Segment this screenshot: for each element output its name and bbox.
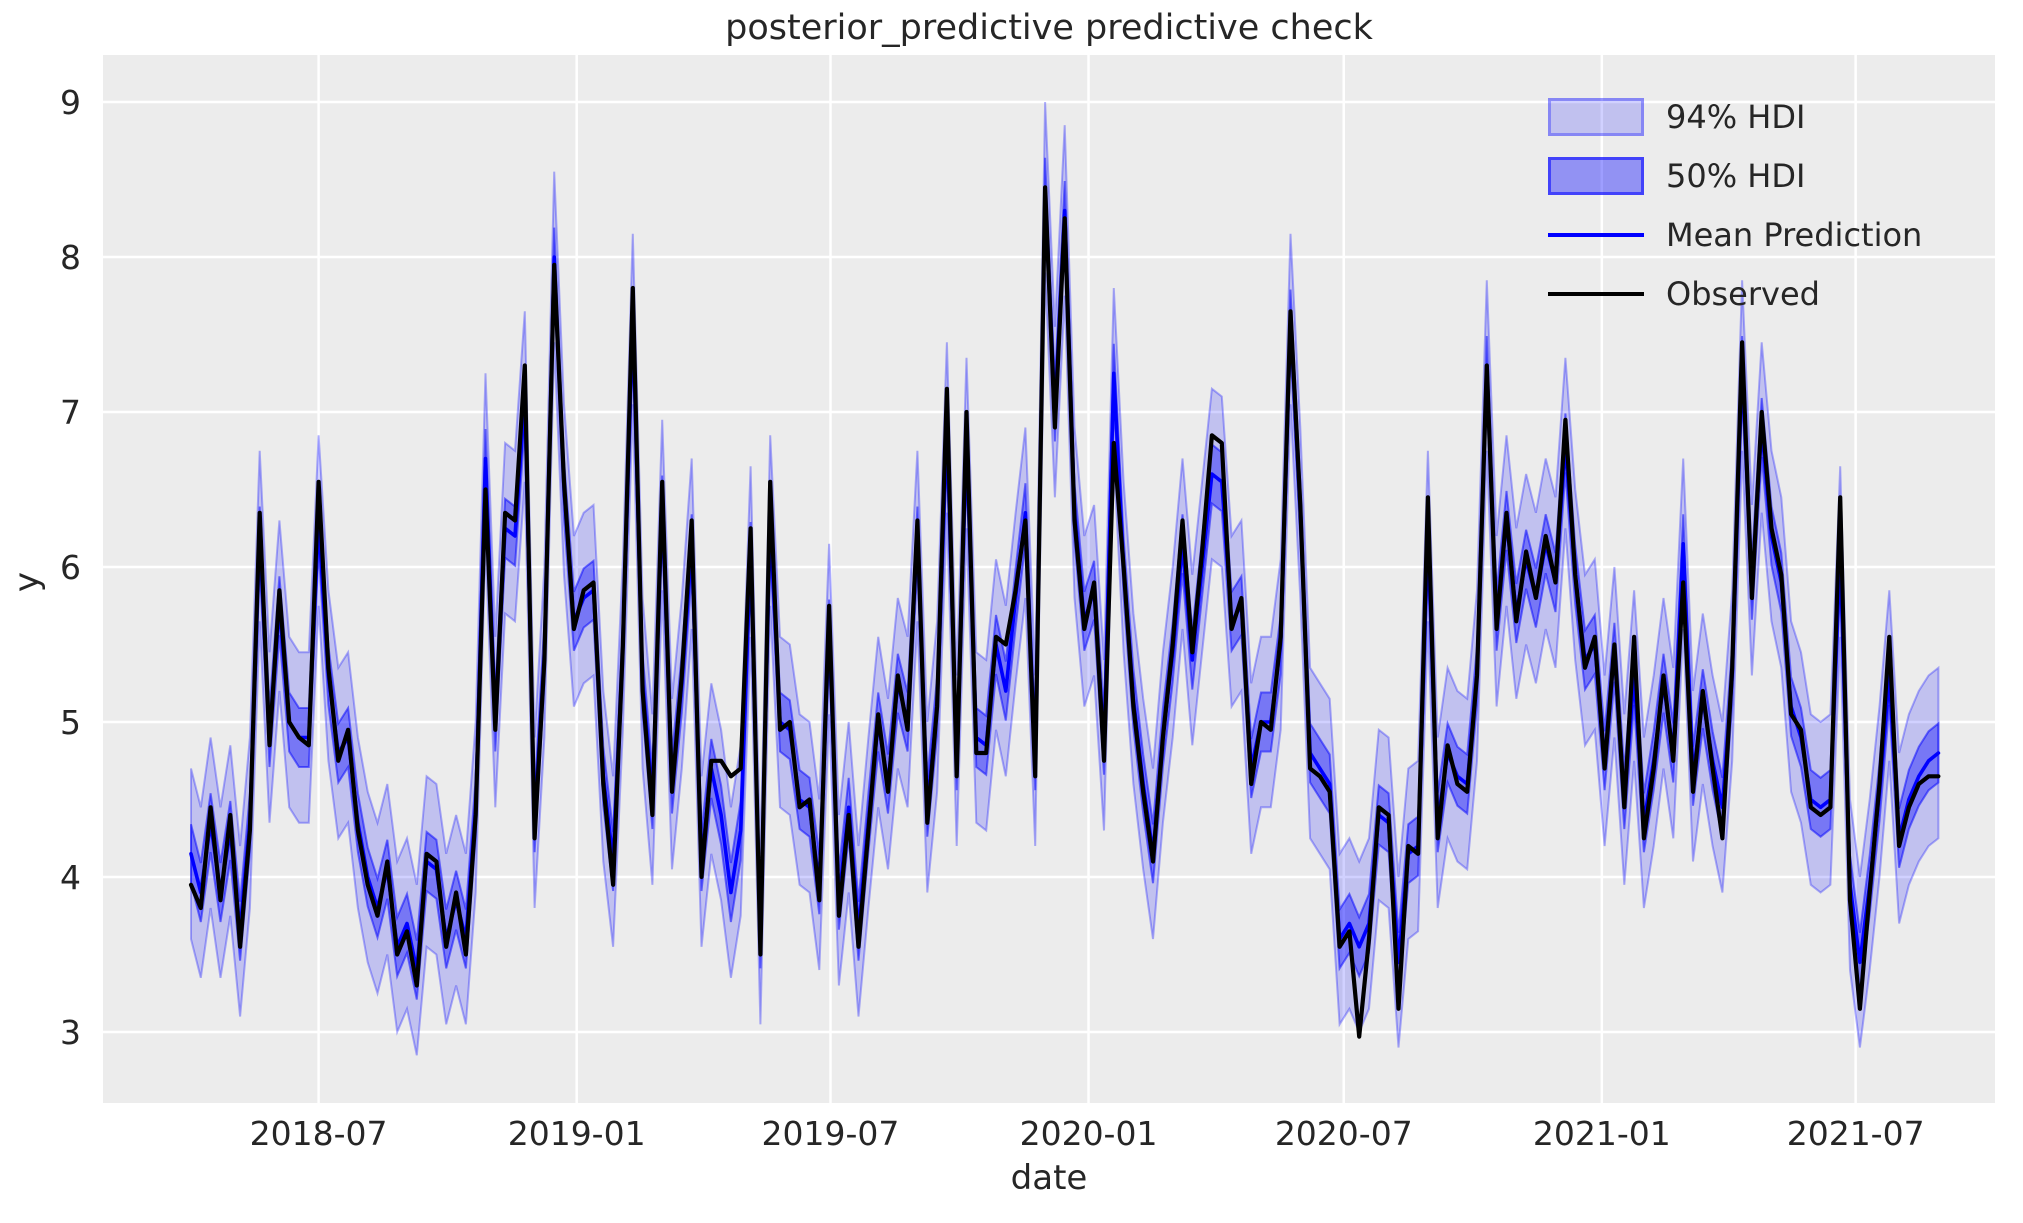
y-axis-label: y xyxy=(7,571,47,593)
y-tick-label: 5 xyxy=(60,703,81,742)
x-tick-label: 2019-07 xyxy=(762,1114,900,1153)
y-tick-label: 6 xyxy=(60,548,81,587)
legend-label-mean: Mean Prediction xyxy=(1666,216,1923,254)
x-tick-label: 2019-01 xyxy=(508,1114,646,1153)
legend-entry-hdi50: 50% HDI xyxy=(1548,155,1922,197)
y-tick-label: 8 xyxy=(60,238,81,277)
hdi50-swatch-icon xyxy=(1548,157,1644,195)
mean-line-sample-icon xyxy=(1548,233,1644,237)
x-tick-label: 2021-07 xyxy=(1787,1114,1925,1153)
hdi94-band xyxy=(190,101,1940,1056)
legend-label-hdi94: 94% HDI xyxy=(1666,98,1806,136)
x-tick-label: 2018-07 xyxy=(250,1114,388,1153)
legend-entry-hdi94: 94% HDI xyxy=(1548,96,1922,138)
observed-line xyxy=(188,185,1941,1039)
x-tick-label: 2021-01 xyxy=(1533,1114,1671,1153)
x-tick-label: 2020-01 xyxy=(1020,1114,1158,1153)
legend-entry-observed: Observed xyxy=(1548,273,1922,315)
x-tick-label: 2020-07 xyxy=(1275,1114,1413,1153)
legend: 94% HDI 50% HDI Mean Prediction Observed xyxy=(1548,96,1922,315)
legend-label-hdi50: 50% HDI xyxy=(1666,157,1806,195)
y-tick-label: 9 xyxy=(60,83,81,122)
x-axis-label: date xyxy=(1010,1158,1088,1198)
legend-entry-mean: Mean Prediction xyxy=(1548,214,1922,256)
y-tick-label: 4 xyxy=(60,858,81,897)
legend-label-observed: Observed xyxy=(1666,275,1820,313)
y-tick-label: 3 xyxy=(60,1013,81,1052)
y-tick-label: 7 xyxy=(60,393,81,432)
chart-title: posterior_predictive predictive check xyxy=(725,8,1373,48)
hdi94-swatch-icon xyxy=(1548,98,1644,136)
observed-line-sample-icon xyxy=(1548,292,1644,296)
